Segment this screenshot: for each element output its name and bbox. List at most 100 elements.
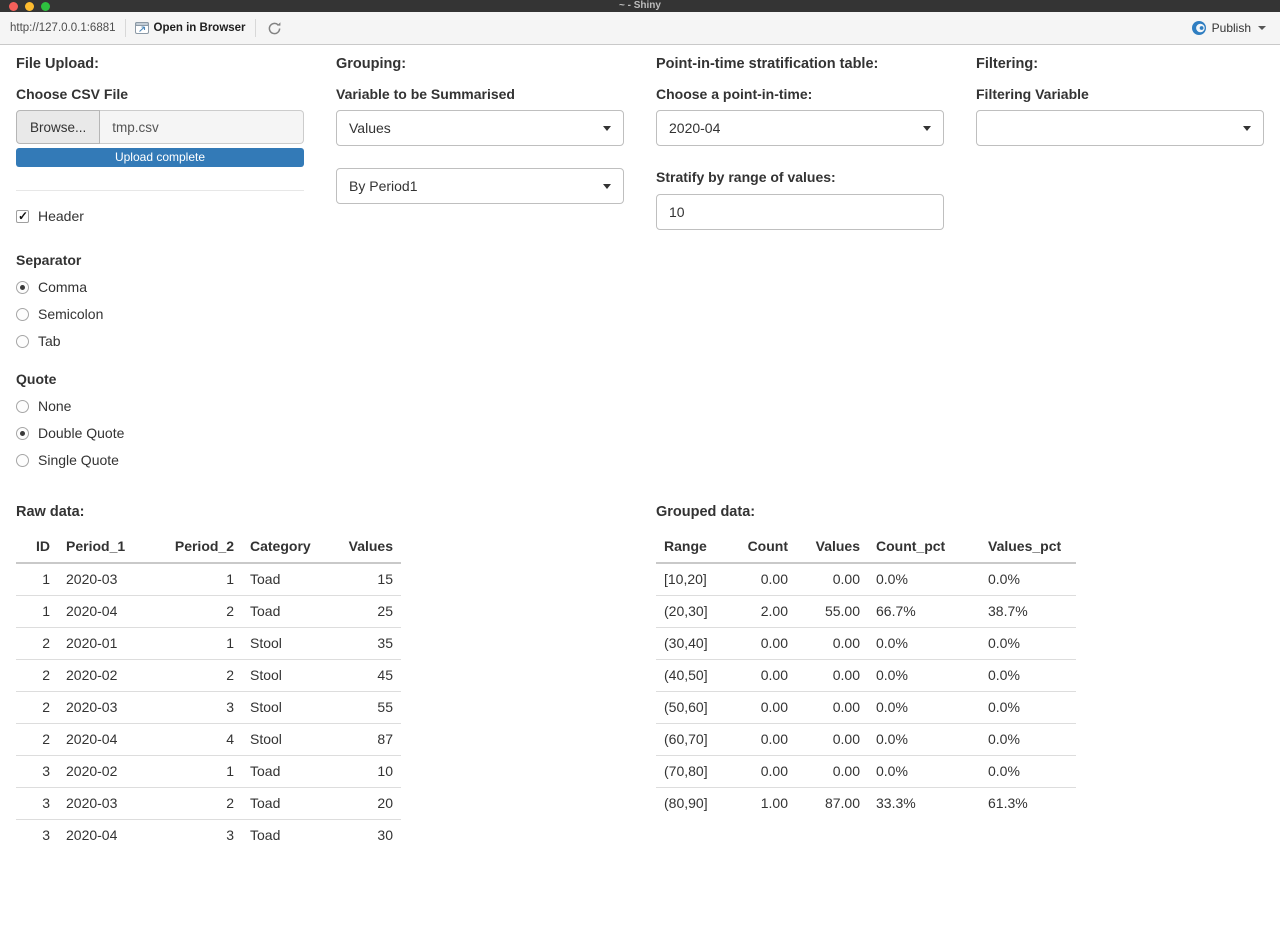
table-cell: 0.0% xyxy=(980,562,1076,596)
table-cell: (40,50] xyxy=(656,659,730,692)
chevron-down-icon xyxy=(603,183,611,189)
radio-quote-double[interactable]: Double Quote xyxy=(16,425,304,442)
table-cell: 0.0% xyxy=(980,627,1076,660)
refresh-button[interactable] xyxy=(267,21,282,36)
radio-label: Semicolon xyxy=(38,306,104,322)
table-row: (30,40] 0.00 0.00 0.0% 0.0% xyxy=(656,627,1076,660)
table-cell: 0.0% xyxy=(980,755,1076,788)
chevron-down-icon xyxy=(923,125,931,131)
column-header: Count xyxy=(730,531,796,564)
range-value-input[interactable] xyxy=(656,194,944,230)
table-cell: 0.00 xyxy=(796,691,868,724)
table-cell: 0.0% xyxy=(868,562,980,596)
browse-button[interactable]: Browse... xyxy=(16,110,101,144)
file-name-field[interactable]: tmp.csv xyxy=(100,110,304,144)
table-header-row: Range Count Values Count_pct Values_pct xyxy=(656,531,1076,564)
publish-icon xyxy=(1191,20,1207,36)
table-row: 1 2020-03 1 Toad 15 xyxy=(16,562,401,596)
open-in-browser-button[interactable]: Open in Browser xyxy=(134,22,246,34)
radio-label: None xyxy=(38,398,72,414)
table-cell: 0.0% xyxy=(868,755,980,788)
table-cell: 0.00 xyxy=(730,723,796,756)
point-in-time-select[interactable]: 2020-04 xyxy=(656,110,944,146)
choose-csv-label: Choose CSV File xyxy=(16,86,129,102)
table-cell: 2020-03 xyxy=(58,787,156,820)
table-cell: 0.0% xyxy=(868,691,980,724)
chevron-down-icon xyxy=(603,125,611,131)
column-header: Values_pct xyxy=(980,531,1076,564)
radio-icon xyxy=(16,308,29,321)
open-in-browser-icon xyxy=(134,22,149,34)
table-cell: 2 xyxy=(156,787,242,820)
column-header: Values xyxy=(796,531,868,564)
table-cell: 55.00 xyxy=(796,595,868,628)
window-controls xyxy=(9,1,50,11)
toolbar-divider xyxy=(124,19,126,37)
table-cell: 2 xyxy=(16,691,58,724)
table-cell: 2.00 xyxy=(730,595,796,628)
table-cell: 2 xyxy=(16,723,58,756)
upload-progress-bar: Upload complete xyxy=(16,148,304,167)
select-value: 2020-04 xyxy=(669,120,721,136)
table-cell: (60,70] xyxy=(656,723,730,756)
table-row: 3 2020-03 2 Toad 20 xyxy=(16,787,401,820)
table-cell: (80,90] xyxy=(656,787,730,819)
filtering-variable-select[interactable] xyxy=(976,110,1264,146)
radio-icon xyxy=(16,335,29,348)
table-cell: (50,60] xyxy=(656,691,730,724)
table-cell: 3 xyxy=(16,755,58,788)
table-cell: 0.0% xyxy=(868,659,980,692)
table-cell: 0.00 xyxy=(796,562,868,596)
table-cell: 0.00 xyxy=(730,562,796,596)
radio-separator-tab[interactable]: Tab xyxy=(16,333,304,350)
table-row: 1 2020-04 2 Toad 25 xyxy=(16,595,401,628)
radio-quote-none[interactable]: None xyxy=(16,398,304,415)
publish-button[interactable]: Publish xyxy=(1191,20,1270,36)
table-cell: 0.00 xyxy=(730,691,796,724)
table-row: (50,60] 0.00 0.00 0.0% 0.0% xyxy=(656,691,1076,724)
radio-icon xyxy=(16,400,29,413)
app-content: File Upload: Choose CSV File Browse... t… xyxy=(0,45,1280,932)
table-cell: 45 xyxy=(340,659,401,692)
header-checkbox[interactable]: Header xyxy=(16,208,304,225)
table-cell: 55 xyxy=(340,691,401,724)
close-window-button[interactable] xyxy=(9,1,18,11)
table-cell: 1 xyxy=(156,755,242,788)
column-header: Values xyxy=(340,531,401,564)
table-cell: 2020-02 xyxy=(58,755,156,788)
radio-separator-comma[interactable]: Comma xyxy=(16,279,304,296)
table-cell: 25 xyxy=(340,595,401,628)
table-row: 3 2020-04 3 Toad 30 xyxy=(16,819,401,851)
table-cell: 4 xyxy=(156,723,242,756)
table-cell: 0.00 xyxy=(796,723,868,756)
separator-group-label: Separator xyxy=(16,252,82,268)
raw-data-block: Raw data: ID Period_1 Period_2 Category Valu… xyxy=(0,503,640,851)
refresh-icon xyxy=(268,21,280,34)
publish-label: Publish xyxy=(1211,21,1251,35)
column-header: Period_1 xyxy=(58,531,156,564)
select-value: By Period1 xyxy=(349,178,418,194)
radio-label: Double Quote xyxy=(38,425,125,441)
grouped-data-table: Range Count Values Count_pct Values_pct [10,2… xyxy=(656,531,1076,819)
title-bar: ~ - Shiny xyxy=(0,0,1280,12)
zoom-window-button[interactable] xyxy=(41,1,50,11)
table-row: 3 2020-02 1 Toad 10 xyxy=(16,755,401,788)
column-header: ID xyxy=(16,531,58,564)
radio-selected-icon xyxy=(16,281,29,294)
table-row: 2 2020-03 3 Stool 55 xyxy=(16,691,401,724)
raw-data-table: ID Period_1 Period_2 Category Values 1 2020-03… xyxy=(16,531,401,851)
table-cell: 10 xyxy=(340,755,401,788)
table-cell: Toad xyxy=(242,787,340,820)
open-in-browser-label: Open in Browser xyxy=(153,22,246,34)
minimize-window-button[interactable] xyxy=(25,1,34,11)
group-by-select[interactable]: By Period1 xyxy=(336,168,624,204)
table-cell: (20,30] xyxy=(656,595,730,628)
table-cell: 0.00 xyxy=(730,659,796,692)
stratification-heading: Point-in-time stratification table: xyxy=(656,56,879,72)
quote-group-label: Quote xyxy=(16,371,57,387)
radio-separator-semicolon[interactable]: Semicolon xyxy=(16,306,304,323)
radio-quote-single[interactable]: Single Quote xyxy=(16,452,304,469)
summarise-variable-select[interactable]: Values xyxy=(336,110,624,146)
table-cell: (30,40] xyxy=(656,627,730,660)
table-row: 2 2020-02 2 Stool 45 xyxy=(16,659,401,692)
